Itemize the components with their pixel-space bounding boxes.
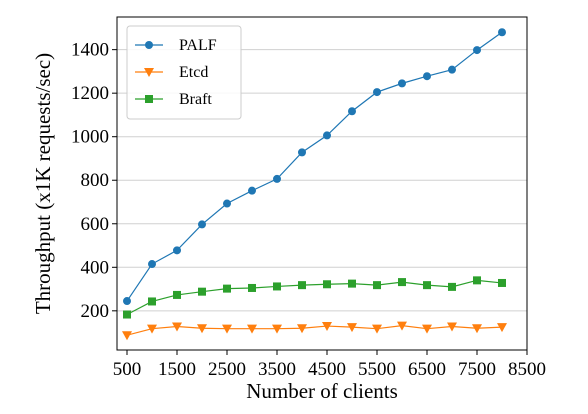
y-tick-label-1200: 1200 — [71, 83, 109, 104]
series-palf-point-5000 — [348, 107, 356, 116]
series-layer — [122, 28, 507, 341]
series-etcd-point-5000 — [347, 323, 357, 333]
series-palf-point-1500 — [173, 246, 181, 255]
series-palf-point-500 — [123, 297, 131, 306]
x-tick-label-3500: 3500 — [258, 359, 296, 380]
x-axis-ticks: 500 1500 2500 3500 4500 5500 6500 7500 8500 — [113, 350, 546, 380]
series-palf-point-3500 — [273, 174, 281, 183]
series-braft-point-2500 — [223, 284, 231, 293]
series-braft-point-4500 — [323, 280, 331, 289]
series-etcd-point-6500 — [422, 324, 432, 334]
series-palf-line — [126, 31, 503, 302]
series-braft-point-3500 — [273, 282, 281, 291]
series-palf-point-8000 — [498, 28, 506, 37]
legend-marker-braft — [145, 95, 153, 103]
series-palf-point-4000 — [298, 148, 306, 157]
series-etcd-point-7500 — [472, 324, 482, 334]
series-etcd-point-3000 — [247, 324, 257, 334]
x-tick-label-4500: 4500 — [308, 359, 346, 380]
legend-item-palf: PALF — [135, 37, 217, 54]
series-braft-line — [126, 279, 503, 316]
series-etcd-point-3500 — [272, 324, 282, 334]
x-tick-label-7500: 7500 — [458, 359, 496, 380]
y-tick-label-400: 400 — [81, 257, 110, 278]
series-braft-point-4000 — [298, 281, 306, 290]
series-braft-point-3000 — [248, 283, 256, 292]
legend-label-palf: PALF — [179, 37, 217, 54]
series-braft-point-7000 — [448, 282, 456, 291]
legend-label-braft: Braft — [179, 91, 212, 108]
series-braft-point-5000 — [348, 279, 356, 288]
series-braft-point-5500 — [373, 281, 381, 290]
series-etcd-point-500 — [122, 331, 132, 341]
series-etcd-point-7000 — [447, 322, 457, 332]
series-braft-point-2000 — [198, 287, 206, 296]
y-tick-label-800: 800 — [81, 170, 110, 191]
y-axis-label: Throughput (x1K requests/sec) — [31, 53, 55, 314]
series-braft-point-8000 — [498, 278, 506, 287]
series-etcd-point-4000 — [297, 324, 307, 334]
series-palf-point-1000 — [148, 260, 156, 269]
series-palf-point-6000 — [398, 79, 406, 88]
x-tick-label-500: 500 — [113, 359, 142, 380]
series-etcd-point-1000 — [147, 324, 157, 334]
series-palf-point-4500 — [323, 131, 331, 140]
series-braft-point-6500 — [423, 281, 431, 290]
series-palf — [123, 28, 506, 306]
series-etcd — [122, 321, 507, 341]
series-etcd-point-8000 — [497, 323, 507, 333]
series-palf-point-2500 — [223, 199, 231, 208]
y-tick-label-200: 200 — [81, 301, 110, 322]
series-palf-point-2000 — [198, 220, 206, 229]
series-palf-point-7000 — [448, 65, 456, 74]
series-etcd-line — [126, 325, 503, 336]
series-palf-point-7500 — [473, 46, 481, 55]
series-etcd-point-2000 — [197, 324, 207, 334]
legend-item-braft: Braft — [135, 91, 212, 108]
legend: PALF Etcd Braft — [126, 25, 242, 120]
series-etcd-point-2500 — [222, 324, 232, 334]
legend-marker-palf — [145, 41, 153, 49]
legend-label-etcd: Etcd — [179, 64, 208, 81]
x-tick-label-1500: 1500 — [158, 359, 196, 380]
x-axis-label: Number of clients — [246, 379, 398, 403]
series-braft — [123, 276, 506, 319]
series-palf-point-5500 — [373, 88, 381, 97]
legend-box — [126, 25, 242, 120]
series-palf-point-6500 — [423, 72, 431, 81]
series-braft-point-1000 — [148, 297, 156, 306]
legend-marker-etcd — [144, 68, 154, 77]
x-tick-label-5500: 5500 — [358, 359, 396, 380]
series-etcd-point-4500 — [322, 322, 332, 332]
x-tick-label-6500: 6500 — [408, 359, 446, 380]
series-palf-point-3000 — [248, 186, 256, 195]
y-tick-label-1400: 1400 — [71, 40, 109, 61]
series-braft-point-6000 — [398, 278, 406, 287]
y-axis-ticks: 200 400 600 800 1000 1200 1400 — [71, 40, 117, 322]
series-etcd-point-5500 — [372, 324, 382, 334]
legend-item-etcd: Etcd — [135, 64, 208, 81]
series-etcd-point-1500 — [172, 322, 182, 332]
x-tick-label-2500: 2500 — [208, 359, 246, 380]
x-tick-label-8500: 8500 — [508, 359, 546, 380]
series-braft-point-7500 — [473, 276, 481, 285]
plot-frame — [116, 16, 528, 351]
series-braft-point-500 — [123, 310, 131, 319]
series-etcd-point-6000 — [397, 321, 407, 331]
series-braft-point-1500 — [173, 290, 181, 299]
y-tick-label-1000: 1000 — [71, 127, 109, 148]
y-tick-label-600: 600 — [81, 214, 110, 235]
